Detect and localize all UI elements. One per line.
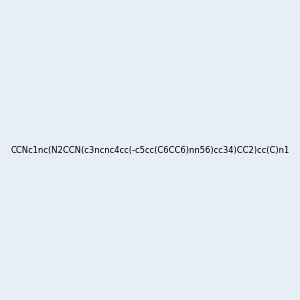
Text: CCNc1nc(N2CCN(c3ncnc4cc(-c5cc(C6CC6)nn56)cc34)CC2)cc(C)n1: CCNc1nc(N2CCN(c3ncnc4cc(-c5cc(C6CC6)nn56… xyxy=(11,146,290,154)
